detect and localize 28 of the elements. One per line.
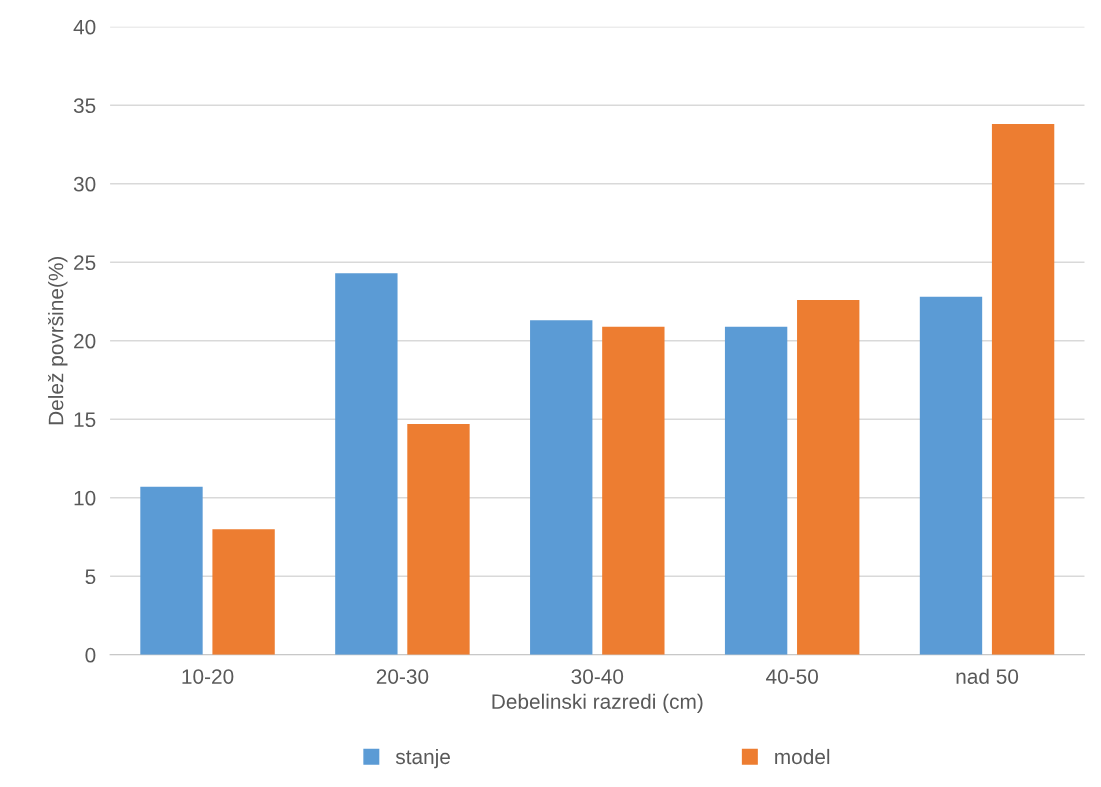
x-tick-label: 40-50 [766,669,818,684]
y-tick-label: 0 [85,647,96,663]
y-tick-label: 30 [73,176,96,192]
y-tick-label: 15 [74,412,96,428]
y-tick-label: 20 [74,333,96,349]
y-tick-label: 25 [74,255,96,271]
bar [140,486,203,655]
y-tick-label: 35 [73,98,96,114]
x-tick-label: nad 50 [956,668,1019,684]
bar [797,299,860,655]
bar [602,326,665,655]
bar [212,529,275,655]
bar [919,296,983,655]
x-axis-title: Debelinski razredi (cm) [492,693,703,714]
bar [407,423,470,655]
y-tick-label: 10 [74,490,96,506]
bar [991,124,1055,655]
bar [530,320,593,655]
legend-label: stanje [395,748,450,769]
x-tick-label: 20-30 [376,669,429,684]
x-tick-label: 10-20 [182,669,234,684]
y-tick-label: 40 [73,19,96,35]
x-tick-label: 30-40 [571,669,624,684]
bar [724,326,788,655]
legend-label: model [775,748,830,765]
y-tick-label: 5 [85,569,96,585]
bar [335,273,398,655]
y-axis-title: Delež površine(%) [48,256,68,425]
